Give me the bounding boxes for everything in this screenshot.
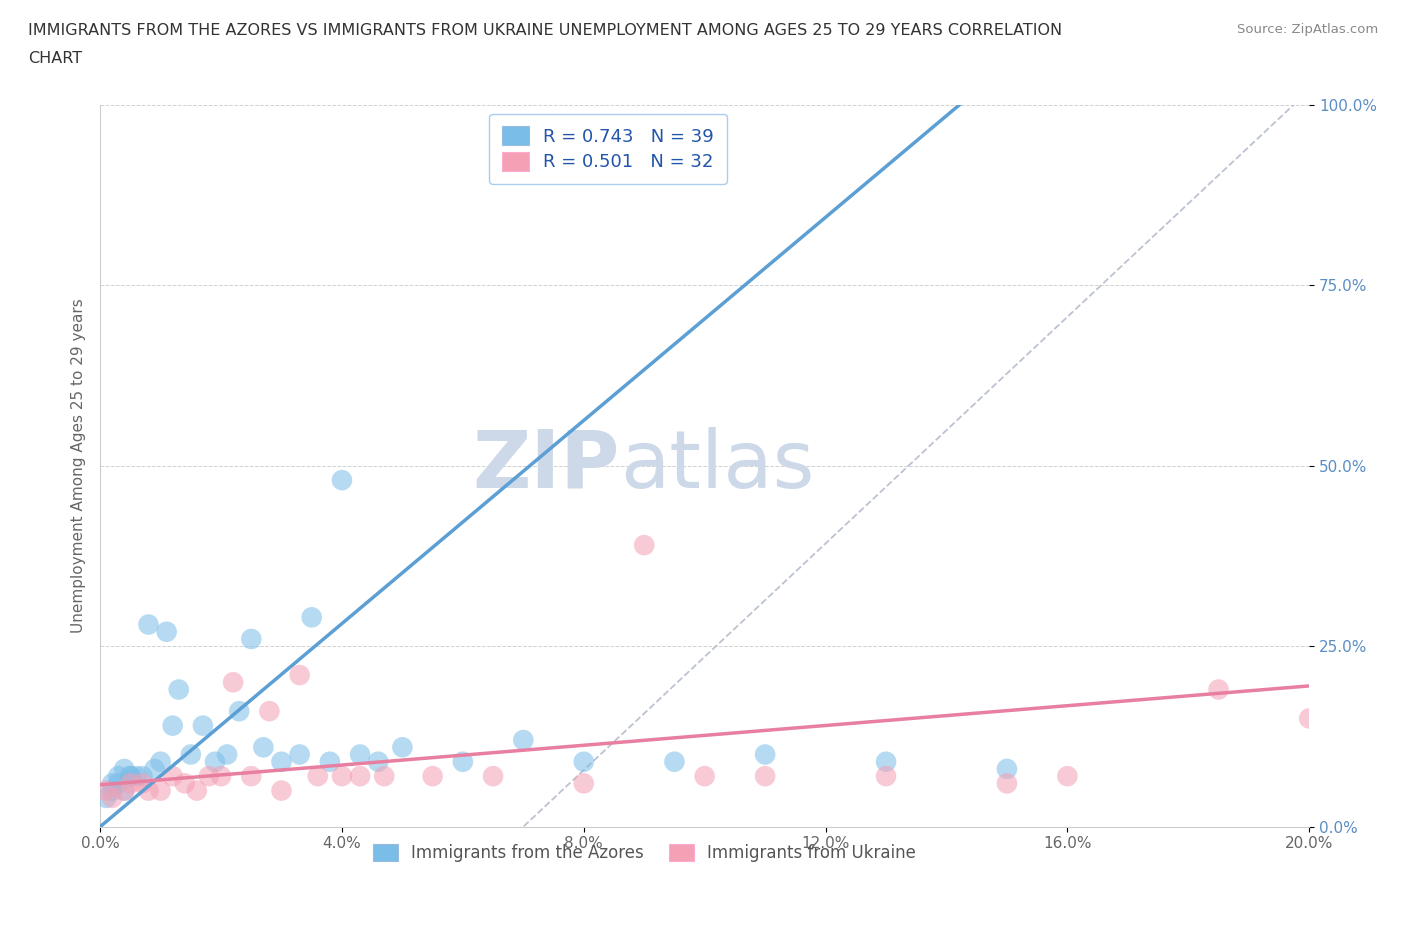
Point (319, 754, 342, 769)
Point (112, 762, 135, 777)
Point (240, 769, 263, 784)
Point (373, 769, 395, 784)
Point (693, 769, 716, 784)
Text: atlas: atlas (620, 427, 814, 505)
Point (112, 783, 135, 798)
Point (754, 747, 776, 762)
Point (228, 704, 250, 719)
Text: CHART: CHART (28, 51, 82, 66)
Point (138, 783, 160, 798)
Point (143, 762, 166, 777)
Text: Source: ZipAtlas.com: Source: ZipAtlas.com (1237, 23, 1378, 36)
Point (120, 769, 142, 784)
Point (149, 783, 172, 798)
Point (482, 769, 505, 784)
Point (664, 754, 686, 769)
Text: IMMIGRANTS FROM THE AZORES VS IMMIGRANTS FROM UKRAINE UNEMPLOYMENT AMONG AGES 25: IMMIGRANTS FROM THE AZORES VS IMMIGRANTS… (28, 23, 1063, 38)
Point (204, 754, 226, 769)
Point (875, 769, 897, 784)
Point (391, 740, 413, 755)
Point (240, 631, 263, 646)
Point (107, 776, 129, 790)
Point (270, 783, 292, 798)
Legend: Immigrants from the Azores, Immigrants from Ukraine: Immigrants from the Azores, Immigrants f… (366, 837, 922, 869)
Point (307, 769, 329, 784)
Point (149, 754, 172, 769)
Point (330, 769, 353, 784)
Point (180, 747, 202, 762)
Point (633, 538, 655, 552)
Point (167, 682, 190, 697)
Point (173, 776, 195, 790)
Point (349, 769, 371, 784)
Point (422, 769, 444, 784)
Point (367, 754, 389, 769)
Point (451, 754, 474, 769)
Point (107, 769, 129, 784)
Point (186, 783, 208, 798)
Point (995, 762, 1018, 777)
Point (96, 790, 118, 805)
Point (120, 776, 142, 790)
Point (270, 754, 292, 769)
Point (156, 624, 179, 639)
Point (162, 769, 184, 784)
Point (101, 790, 124, 805)
Point (125, 769, 148, 784)
Point (512, 733, 534, 748)
Point (131, 769, 153, 784)
Point (301, 610, 323, 625)
Point (1298, 711, 1320, 725)
Point (162, 718, 184, 733)
Point (288, 747, 311, 762)
Point (572, 776, 595, 790)
Point (222, 675, 245, 690)
Point (330, 472, 353, 487)
Point (131, 776, 153, 790)
Point (252, 740, 274, 755)
Point (349, 747, 371, 762)
Text: ZIP: ZIP (472, 427, 620, 505)
Point (198, 769, 221, 784)
Point (217, 747, 239, 762)
Point (572, 754, 595, 769)
Point (875, 754, 897, 769)
Y-axis label: Unemployment Among Ages 25 to 29 years: Unemployment Among Ages 25 to 29 years (72, 299, 86, 633)
Point (1056, 769, 1078, 784)
Point (754, 769, 776, 784)
Point (1208, 682, 1230, 697)
Point (995, 776, 1018, 790)
Point (120, 769, 142, 784)
Point (288, 668, 311, 683)
Point (138, 618, 160, 632)
Point (101, 776, 124, 790)
Point (96, 783, 118, 798)
Point (209, 769, 232, 784)
Point (101, 783, 124, 798)
Point (191, 718, 214, 733)
Point (259, 704, 281, 719)
Point (112, 783, 135, 798)
